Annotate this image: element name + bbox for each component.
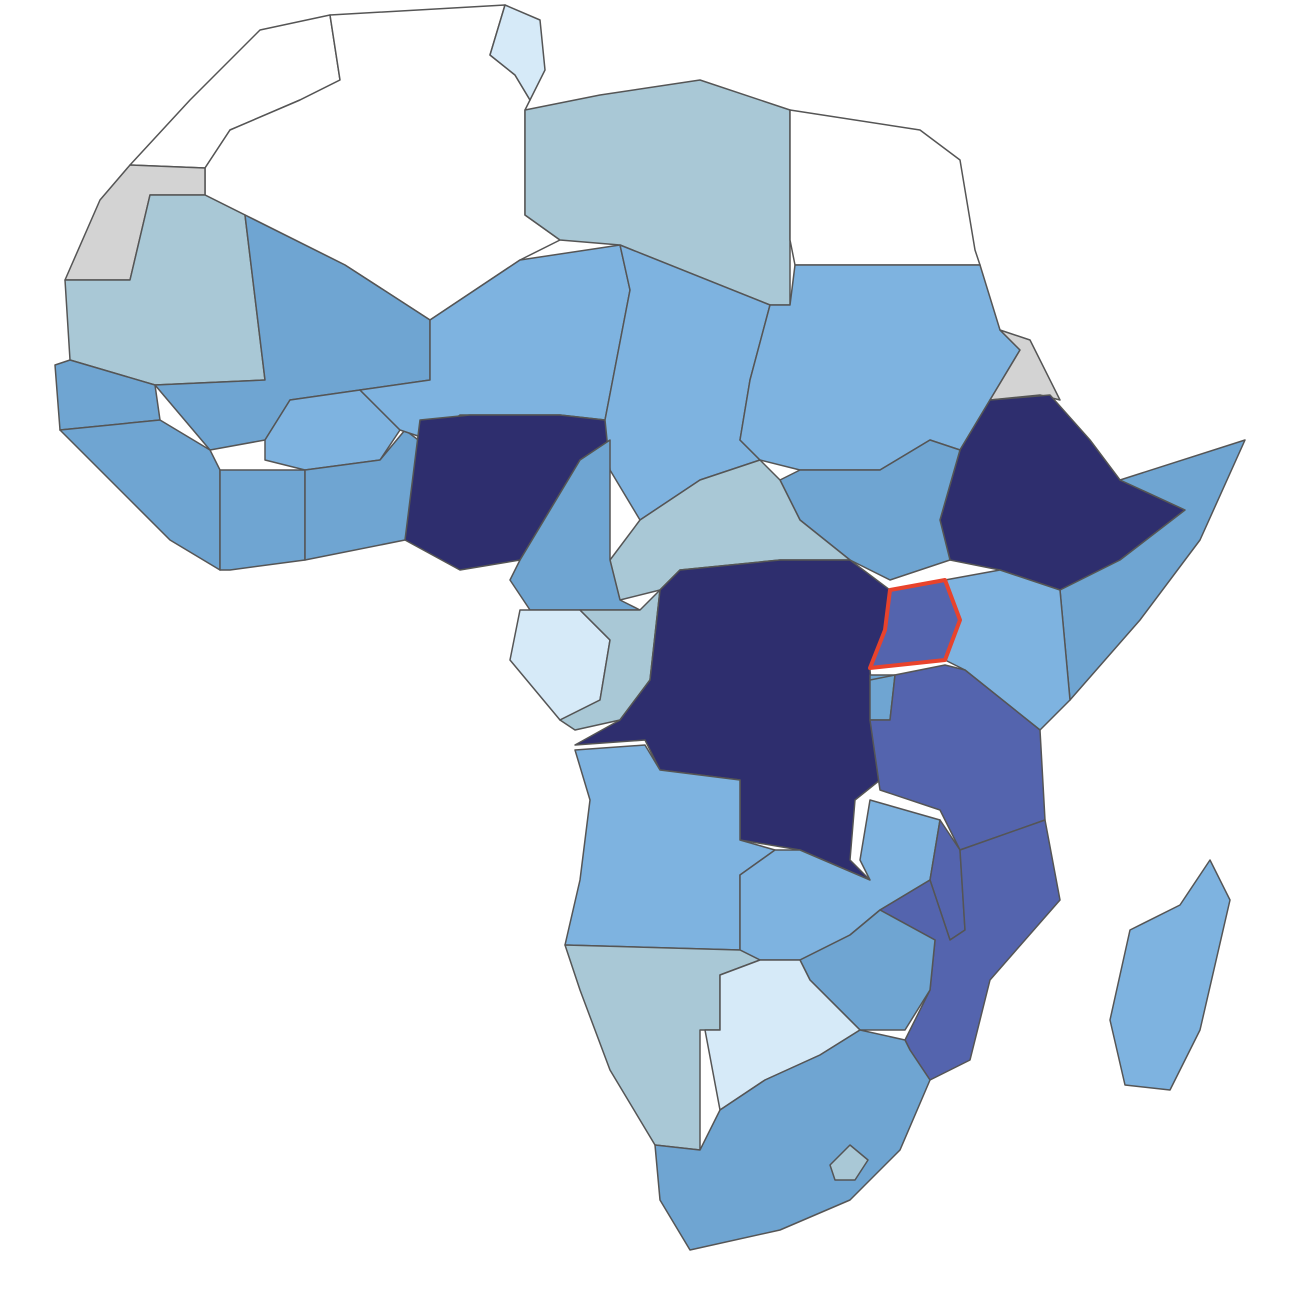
- country: [654, 1029, 931, 1251]
- country: [54, 359, 161, 431]
- country: [59, 419, 221, 571]
- country: [989, 329, 1061, 401]
- country: [219, 469, 306, 571]
- country: [829, 1144, 869, 1181]
- country: [868, 578, 962, 670]
- country: [1109, 859, 1231, 1091]
- country: [564, 944, 761, 1151]
- country: [869, 664, 1046, 851]
- country: [264, 389, 401, 471]
- countries: [54, 4, 1246, 1251]
- country: [789, 109, 981, 266]
- country: [779, 439, 961, 581]
- country: [489, 4, 546, 101]
